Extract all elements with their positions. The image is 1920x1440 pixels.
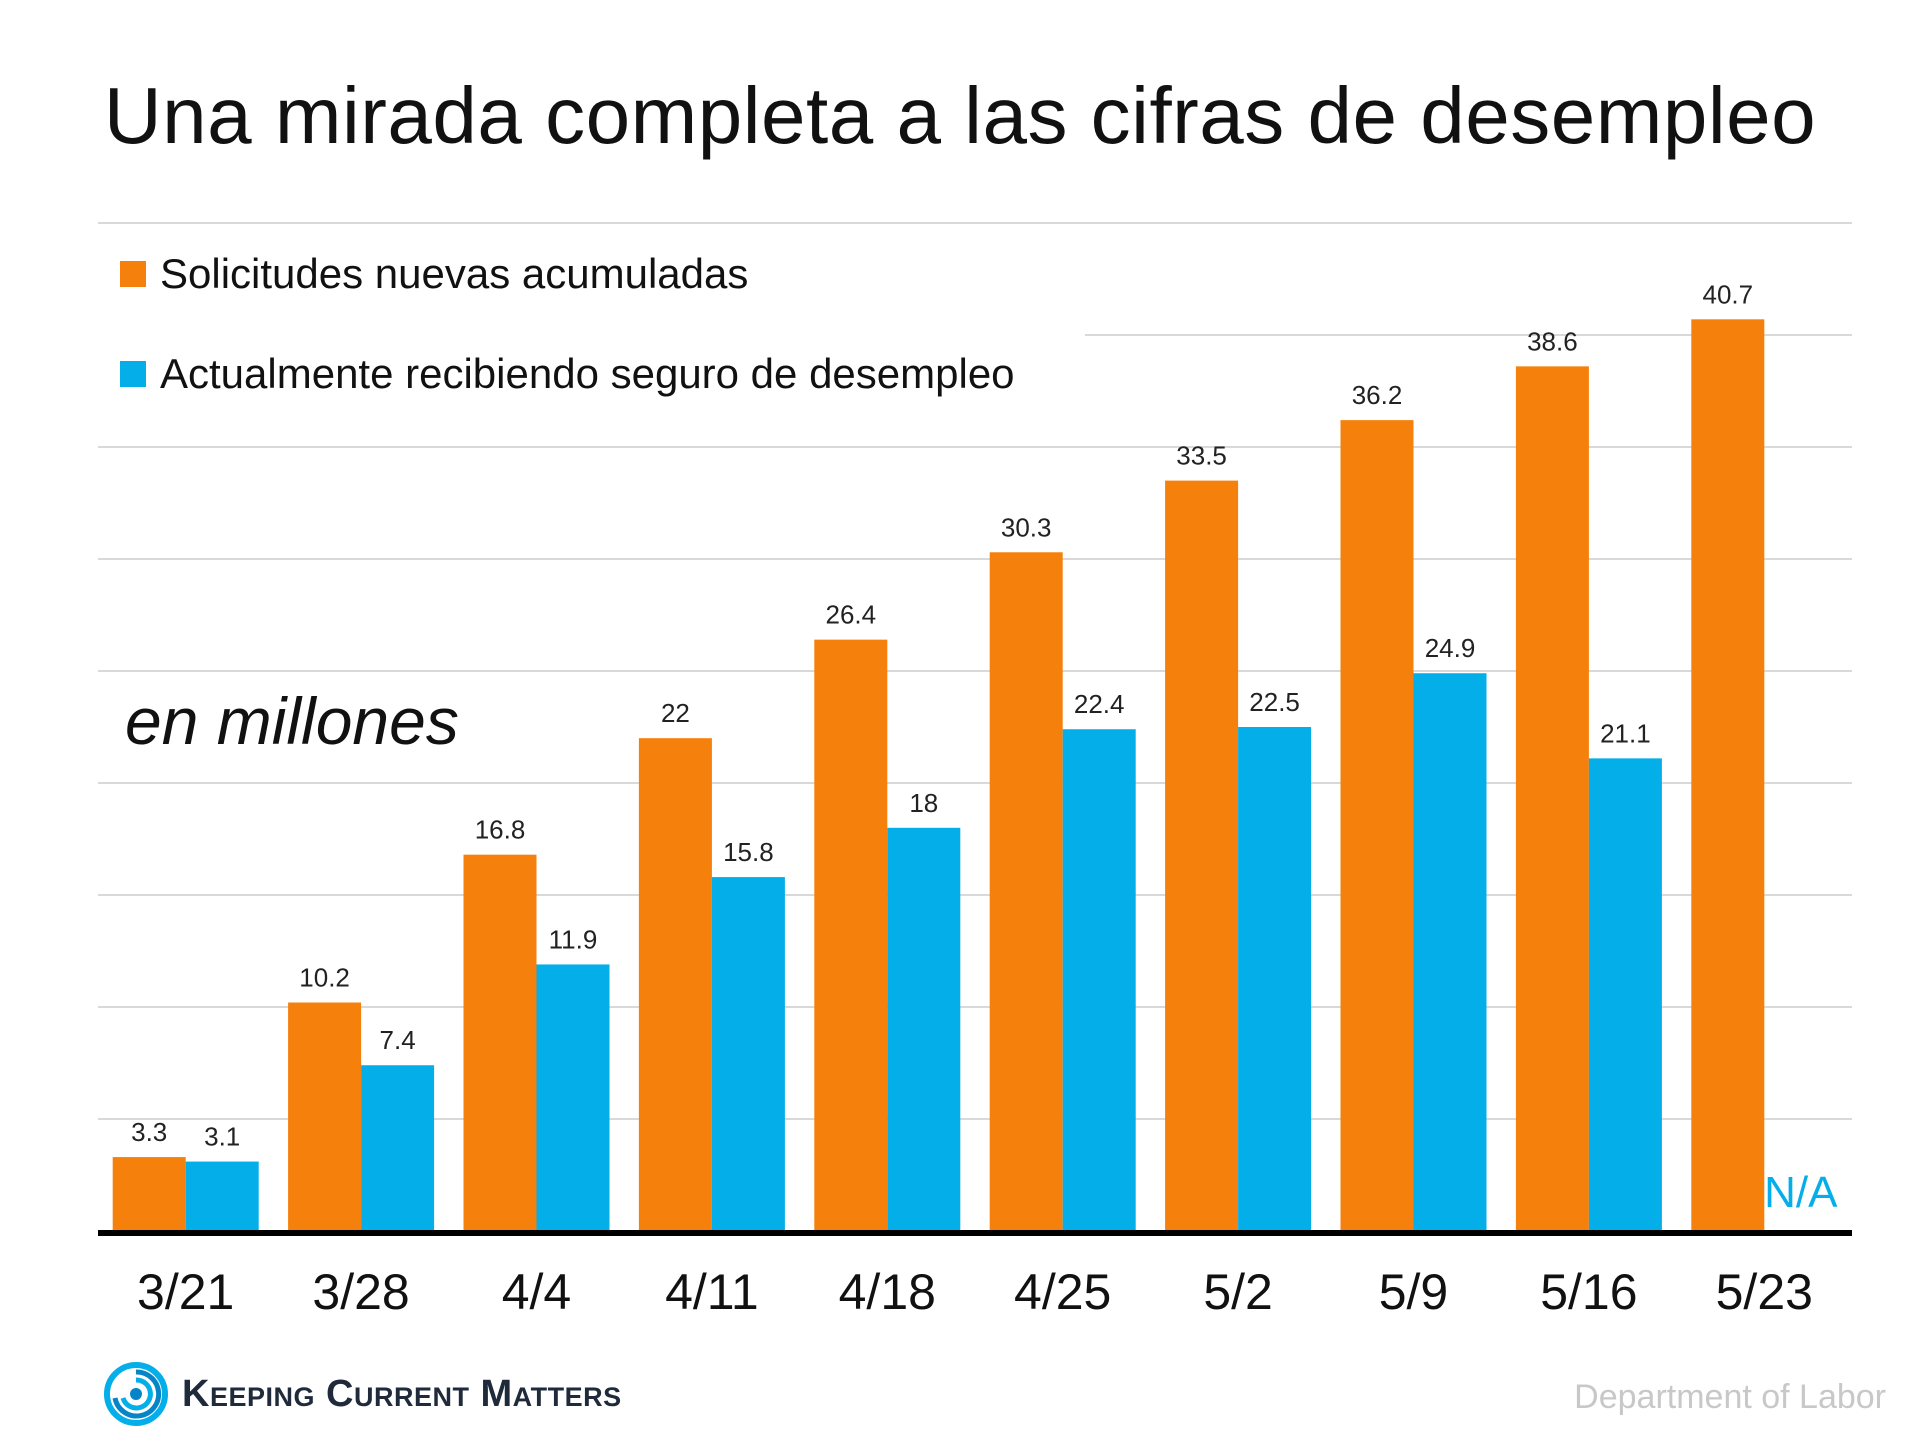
data-label: 26.4	[825, 600, 876, 630]
chart-title: Una mirada completa a las cifras de dese…	[103, 71, 1817, 160]
x-tick-label: 4/11	[665, 1264, 759, 1320]
data-label: 10.2	[299, 963, 350, 993]
bar-receiving	[1238, 727, 1312, 1231]
bar-receiving	[711, 877, 785, 1231]
data-label: 7.4	[380, 1025, 416, 1055]
data-label: 33.5	[1176, 441, 1227, 471]
data-label: 24.9	[1425, 633, 1476, 663]
bar-new-claims	[1515, 366, 1589, 1231]
data-label: 21.1	[1600, 718, 1651, 748]
data-label: 3.1	[204, 1122, 240, 1152]
data-label: 16.8	[475, 815, 526, 845]
bar-new-claims	[1691, 319, 1765, 1231]
unit-label: en millones	[125, 684, 459, 758]
bar-new-claims	[638, 738, 712, 1231]
bar-receiving	[185, 1161, 259, 1231]
swirl-logo-icon	[104, 1362, 168, 1426]
x-tick-label: 3/28	[312, 1264, 409, 1320]
data-label: 3.3	[131, 1117, 167, 1147]
legend-swatch-orange	[120, 261, 146, 287]
data-label: 22.4	[1074, 689, 1125, 719]
bar-new-claims	[112, 1157, 186, 1231]
bar-new-claims	[814, 639, 888, 1231]
bar-new-claims	[989, 552, 1063, 1231]
x-tick-label: 3/21	[137, 1264, 234, 1320]
x-tick-label: 5/2	[1203, 1264, 1273, 1320]
x-tick-label: 5/9	[1379, 1264, 1449, 1320]
source-credit: Department of Labor	[1574, 1378, 1886, 1416]
bar-receiving	[887, 827, 961, 1231]
data-label: 36.2	[1352, 380, 1403, 410]
data-label: 38.6	[1527, 326, 1578, 356]
x-tick-label: 4/4	[502, 1264, 572, 1320]
bar-new-claims	[1165, 480, 1239, 1232]
bar-receiving	[1062, 729, 1136, 1231]
data-label: 22	[661, 698, 690, 728]
bar-new-claims	[463, 854, 537, 1231]
legend-label-receiving: Actualmente recibiendo seguro de desempl…	[160, 350, 1015, 397]
bar-receiving	[1413, 673, 1487, 1231]
bar-new-claims	[1340, 420, 1414, 1231]
legend-item-new-claims: Solicitudes nuevas acumuladas	[120, 250, 748, 298]
data-label: 40.7	[1702, 279, 1753, 309]
na-label: N/A	[1764, 1168, 1838, 1217]
data-label: 18	[909, 788, 938, 818]
brand-logo: Keeping Current Matters	[104, 1362, 622, 1426]
legend-label-new-claims: Solicitudes nuevas acumuladas	[160, 250, 749, 297]
data-label: 30.3	[1001, 512, 1052, 542]
data-label: 22.5	[1249, 687, 1300, 717]
data-label: 15.8	[723, 837, 774, 867]
x-tick-label: 5/16	[1540, 1264, 1637, 1320]
legend-item-receiving: Actualmente recibiendo seguro de desempl…	[120, 350, 1015, 398]
bar-receiving	[361, 1065, 435, 1231]
data-label: 11.9	[549, 924, 598, 954]
bar-receiving	[1588, 758, 1662, 1231]
bar-receiving	[536, 964, 610, 1231]
legend-swatch-blue	[120, 361, 146, 387]
bar-new-claims	[288, 1002, 362, 1231]
brand-logo-text: Keeping Current Matters	[182, 1372, 622, 1415]
x-tick-label: 4/18	[839, 1264, 936, 1320]
x-tick-label: 5/23	[1716, 1264, 1813, 1320]
x-tick-label: 4/25	[1014, 1264, 1111, 1320]
